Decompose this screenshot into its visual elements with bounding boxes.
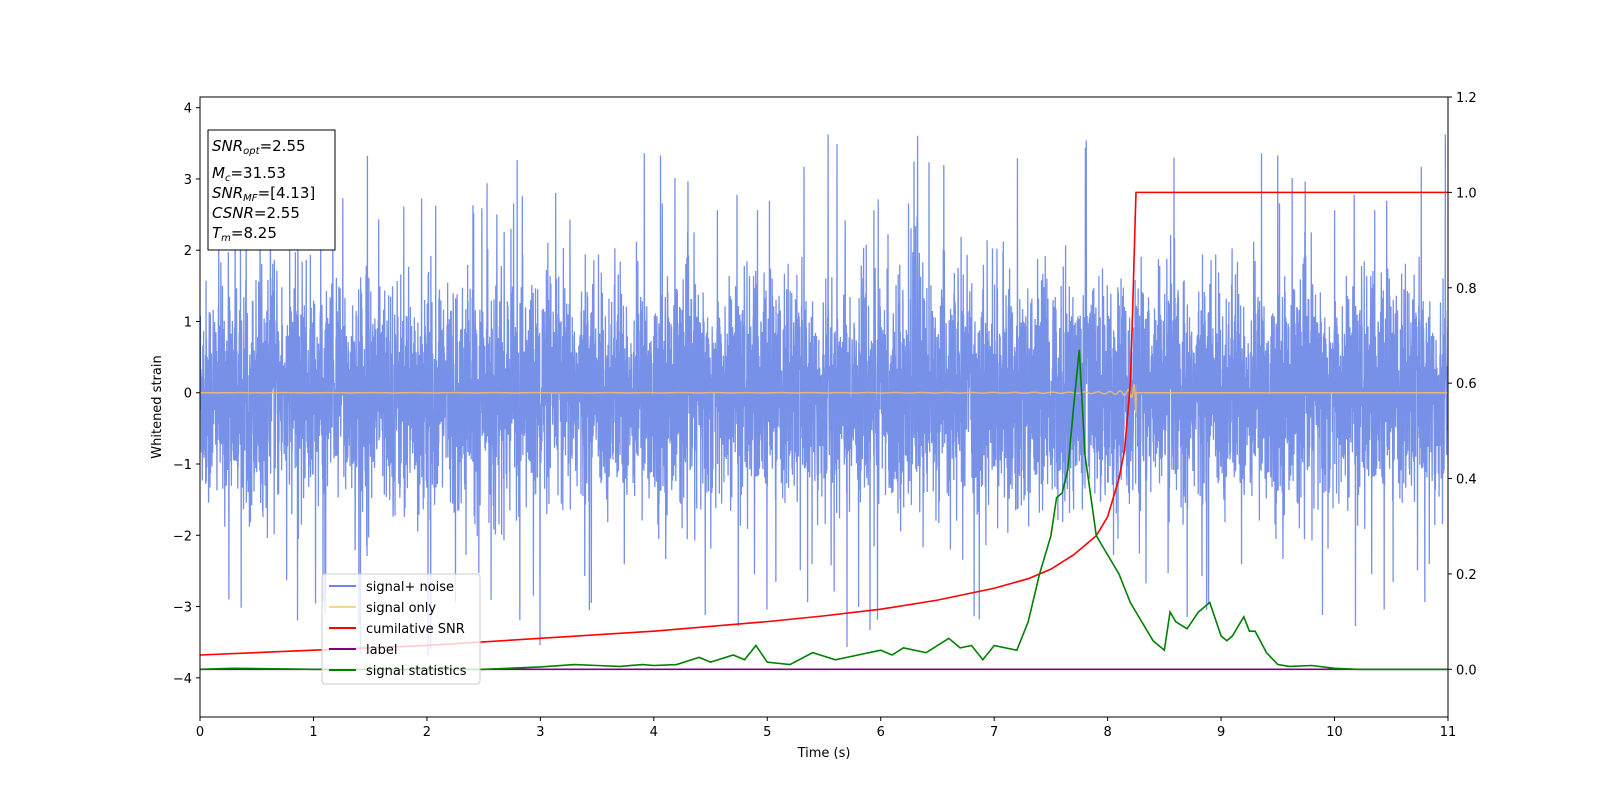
x-tick-label: 6 [877,725,885,740]
legend-frame [321,573,481,685]
x-tick-label: 5 [763,725,771,740]
x-tick-label: 11 [1440,725,1457,740]
y2-tick-label: 0.2 [1456,568,1477,583]
y-tick-label: −3 [173,601,192,616]
info-box-frame [207,129,336,251]
y-tick-label: 3 [184,173,192,188]
info-snr-mf: SNRMF=[4.13] [212,184,315,204]
info-csnr-label: CSNR [212,204,254,222]
series-signal-statistics-line [200,349,1448,671]
x-tick-label: 10 [1326,725,1343,740]
y2-tick-label: 0.6 [1456,377,1477,392]
info-mc: Mc=31.53 [212,164,286,184]
y-tick-label: −2 [173,529,192,544]
y-tick-label: 1 [184,315,192,330]
plot-frame [199,96,1449,718]
y-tick-label: 4 [184,102,192,117]
info-mc-label: M [212,164,225,182]
info-snr-opt-label: SNR [212,137,243,155]
x-tick-label: 2 [423,725,431,740]
y-tick-label: 0 [184,387,192,402]
series-signal-noise-line [200,131,1448,657]
x-tick-label: 1 [309,725,317,740]
info-snr-mf-sub: MF [243,193,258,204]
x-tick-label: 4 [650,725,658,740]
legend-label-cumulative-snr: cumilative SNR [366,622,465,637]
info-tm-sub: m [221,233,231,244]
info-snr-opt-value: =2.55 [260,137,306,155]
y-axis-label: Whitened strain [150,355,165,458]
info-mc-sub: c [225,173,231,184]
y-tick-label: −1 [173,458,192,473]
info-csnr-value: =2.55 [254,204,300,222]
y2-tick-label: 1.0 [1456,186,1477,201]
series-cumulative-snr-line [200,191,1448,656]
legend-label-signal-noise: signal+ noise [366,580,454,595]
info-tm: Tm=8.25 [212,224,277,244]
info-mc-value: =31.53 [230,164,286,182]
y2-tick-label: 0.4 [1456,473,1477,488]
legend-label-signal-only: signal only [366,601,436,616]
x-axis-label: Time (s) [797,746,851,761]
info-snr-opt: SNRopt=2.55 [212,137,306,157]
x-tick-label: 8 [1103,725,1111,740]
x-tick-label: 3 [536,725,544,740]
y2-tick-label: 0.8 [1456,282,1477,297]
x-tick-label: 9 [1217,725,1225,740]
x-tick-label: 0 [196,725,204,740]
y-tick-label: 2 [184,244,192,259]
y2-tick-label: 1.2 [1456,91,1477,106]
info-snr-mf-value: =[4.13] [258,184,316,202]
info-snr-mf-label: SNR [212,184,243,202]
y2-tick-label: 0.0 [1456,663,1477,678]
info-tm-value: =8.25 [231,224,277,242]
info-snr-opt-sub: opt [243,146,260,157]
legend-label-label: label [366,643,397,658]
axes: 0 1 2 3 4 5 6 7 8 9 10 1143210−1−2−3−41.21.00.80.60… [173,91,1477,740]
series-signal-only-line [200,383,1448,414]
info-box: SNRopt=2.55 Mc=31.53 SNRMF=[4.13] CSNR=2… [207,129,336,251]
info-tm-label: T [212,224,223,242]
info-csnr: CSNR=2.55 [212,204,300,222]
x-tick-label: 7 [990,725,998,740]
y-tick-label: −4 [173,672,192,687]
legend: signal+ noise signal only cumilative SNR… [321,573,481,685]
legend-label-signal-statistics: signal statistics [366,664,467,679]
